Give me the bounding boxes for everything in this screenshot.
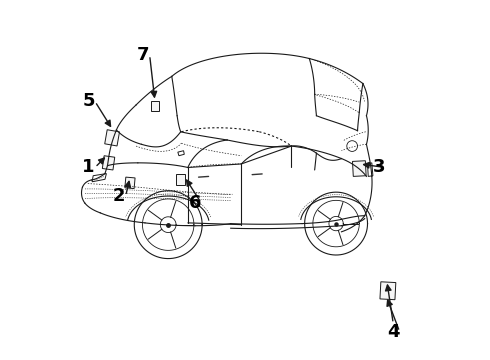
Text: 5: 5 — [82, 93, 95, 111]
Polygon shape — [176, 174, 185, 185]
Text: 1: 1 — [82, 158, 95, 176]
Polygon shape — [352, 161, 366, 176]
Polygon shape — [125, 177, 135, 189]
Text: 6: 6 — [189, 194, 201, 212]
Polygon shape — [105, 130, 120, 146]
Text: 7: 7 — [137, 46, 149, 64]
Polygon shape — [102, 156, 115, 170]
Text: 4: 4 — [387, 323, 399, 341]
Text: 2: 2 — [113, 187, 125, 205]
Polygon shape — [151, 101, 159, 111]
Polygon shape — [380, 282, 396, 300]
Text: 3: 3 — [373, 158, 385, 176]
